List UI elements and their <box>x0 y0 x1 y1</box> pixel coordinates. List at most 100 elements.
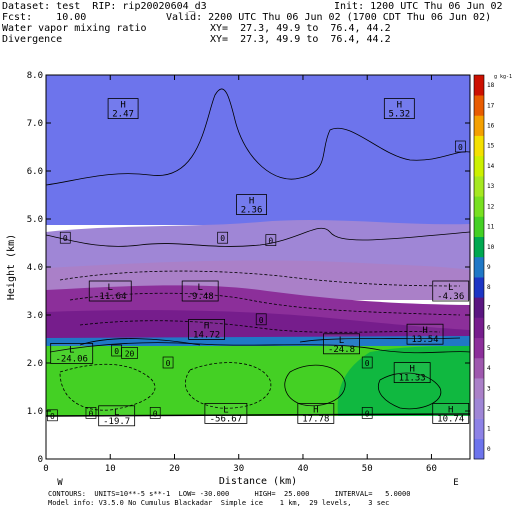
contour-label-value: 0 <box>166 359 171 368</box>
colorbar-label: 5 <box>487 345 491 352</box>
extremum-frame <box>188 318 226 340</box>
contour-labels: 0 0 0 0 0 0 20 0 0 0 0 0 0 <box>47 140 466 422</box>
contour-label-value: 0 <box>89 409 94 418</box>
y-tick-label: 7.0 <box>27 119 43 129</box>
colorbar-label: 2 <box>487 405 491 412</box>
extremum-box: L-19.7 <box>98 405 136 427</box>
contour-label: 0 <box>455 140 466 153</box>
contour-line <box>79 338 201 346</box>
contour-label: 0 <box>162 356 174 369</box>
contour-label-frame <box>47 409 58 422</box>
region-purple-band <box>46 310 470 345</box>
colorbar-unit: g kg-1 <box>494 74 512 80</box>
field1-xy: XY= 27.3, 49.9 to 76.4, 44.2 <box>210 23 391 34</box>
y-tick-label: 6.0 <box>27 167 43 177</box>
extremum-value: 13.54 <box>411 335 438 345</box>
colorbar-swatch <box>474 135 484 157</box>
extremum-type: L <box>108 283 113 293</box>
west-end-label: W <box>57 478 63 488</box>
colorbar-swatch <box>474 357 484 379</box>
contour-label-frame <box>255 313 267 326</box>
extremum-type: H <box>313 405 318 415</box>
extrema-labels: H2.47H5.32H2.36L-11.64L-9.48L-4.36H14.72… <box>50 98 470 427</box>
extremum-type: L <box>197 283 202 293</box>
region-dry-upper <box>46 75 470 225</box>
colorbar-swatch <box>474 155 484 177</box>
east-end-label: E <box>453 478 458 488</box>
contour-label-frame <box>162 356 174 369</box>
contour-line <box>46 88 470 186</box>
y-tick-label: 5.0 <box>27 215 43 225</box>
x-tick-label: 0 <box>43 464 48 474</box>
forecast-hour: Fcst: 10.00 <box>2 12 87 23</box>
x-tick-label: 20 <box>169 464 180 474</box>
colorbar-swatch <box>474 378 484 399</box>
colorbar-label: 16 <box>487 123 495 130</box>
terrain-line <box>46 413 470 417</box>
contour-label: 0 <box>265 234 277 246</box>
extremum-type: H <box>397 101 402 111</box>
colorbar-frame <box>473 74 485 460</box>
contour-line <box>284 364 346 407</box>
extremum-frame <box>406 323 444 345</box>
contour-label-frame <box>59 231 71 244</box>
contour-label: 0 <box>47 409 58 422</box>
extremum-value: -11.64 <box>94 292 127 302</box>
extremum-value: 5.32 <box>388 110 410 120</box>
extremum-box: H10.74 <box>432 402 470 424</box>
plot-axes: 0 10 20 30 40 50 60 0 1.0 2.0 3.0 4.0 5.0 6.0 7.0 8.0 Di… <box>6 71 471 488</box>
contour-label-frame <box>361 356 373 369</box>
contour-line <box>59 270 461 287</box>
extremum-type: L <box>223 405 228 415</box>
colorbar-label: 14 <box>487 163 495 170</box>
contour-label: 0 <box>361 407 373 419</box>
colorbar-swatch <box>474 398 484 419</box>
y-tick-label: 0 <box>38 455 43 465</box>
colorbar-swatch <box>474 438 484 460</box>
extremum-box: L-11.64 <box>88 280 132 302</box>
init-time: Init: 1200 UTC Thu 06 Jun 02 <box>334 1 503 12</box>
field2-name: Divergence <box>2 34 63 45</box>
contour-line <box>299 337 461 343</box>
contour-label-value: 0 <box>365 409 370 418</box>
contour-label-frame <box>265 234 277 246</box>
extremum-box: L-9.48 <box>181 280 219 302</box>
extremum-box: H2.36 <box>236 194 267 216</box>
extremum-type: L <box>69 345 74 355</box>
contour-line <box>69 292 461 316</box>
y-tick-label: 3.0 <box>27 311 43 321</box>
x-tick-label: 10 <box>105 464 116 474</box>
y-tick-label: 2.0 <box>27 359 43 369</box>
x-axis-label: Distance (km) <box>219 476 297 487</box>
x-tick-label: 50 <box>362 464 373 474</box>
model-info: Model info: V3.5.0 No Cumulus Blackadar … <box>48 499 390 507</box>
extremum-frame <box>107 98 139 119</box>
extremum-type: H <box>204 321 209 331</box>
contour-label-value: 0 <box>268 237 273 246</box>
contour-label: 0 <box>85 407 97 419</box>
extremum-type: H <box>120 101 125 111</box>
contour-label-value: 0 <box>50 412 55 421</box>
field2-xy: XY= 27.3, 49.9 to 76.4, 44.2 <box>210 34 391 45</box>
colorbar-label: 8 <box>487 284 491 291</box>
contour-label-value: 20 <box>125 349 135 358</box>
contour-label: 0 <box>149 407 161 419</box>
extremum-type: H <box>249 197 254 207</box>
colorbar-swatch <box>474 216 484 237</box>
colorbar-label: 0 <box>487 446 491 453</box>
colorbar-label: 6 <box>487 325 491 332</box>
y-tick-label: 4.0 <box>27 263 43 273</box>
y-axis-label: Height (km) <box>6 234 17 300</box>
colorbar-swatch <box>474 115 484 136</box>
extremum-value: 10.74 <box>437 414 464 424</box>
contour-label: 0 <box>255 313 267 326</box>
extremum-value: -19.7 <box>103 417 130 427</box>
extremum-box: L-4.36 <box>432 280 470 302</box>
contour-label-frame <box>361 407 373 419</box>
colorbar-swatch <box>474 196 484 217</box>
colorbar-swatch <box>474 236 484 258</box>
extremum-frame <box>236 194 267 216</box>
contour-label: 0 <box>217 231 229 244</box>
extremum-frame <box>432 280 470 302</box>
